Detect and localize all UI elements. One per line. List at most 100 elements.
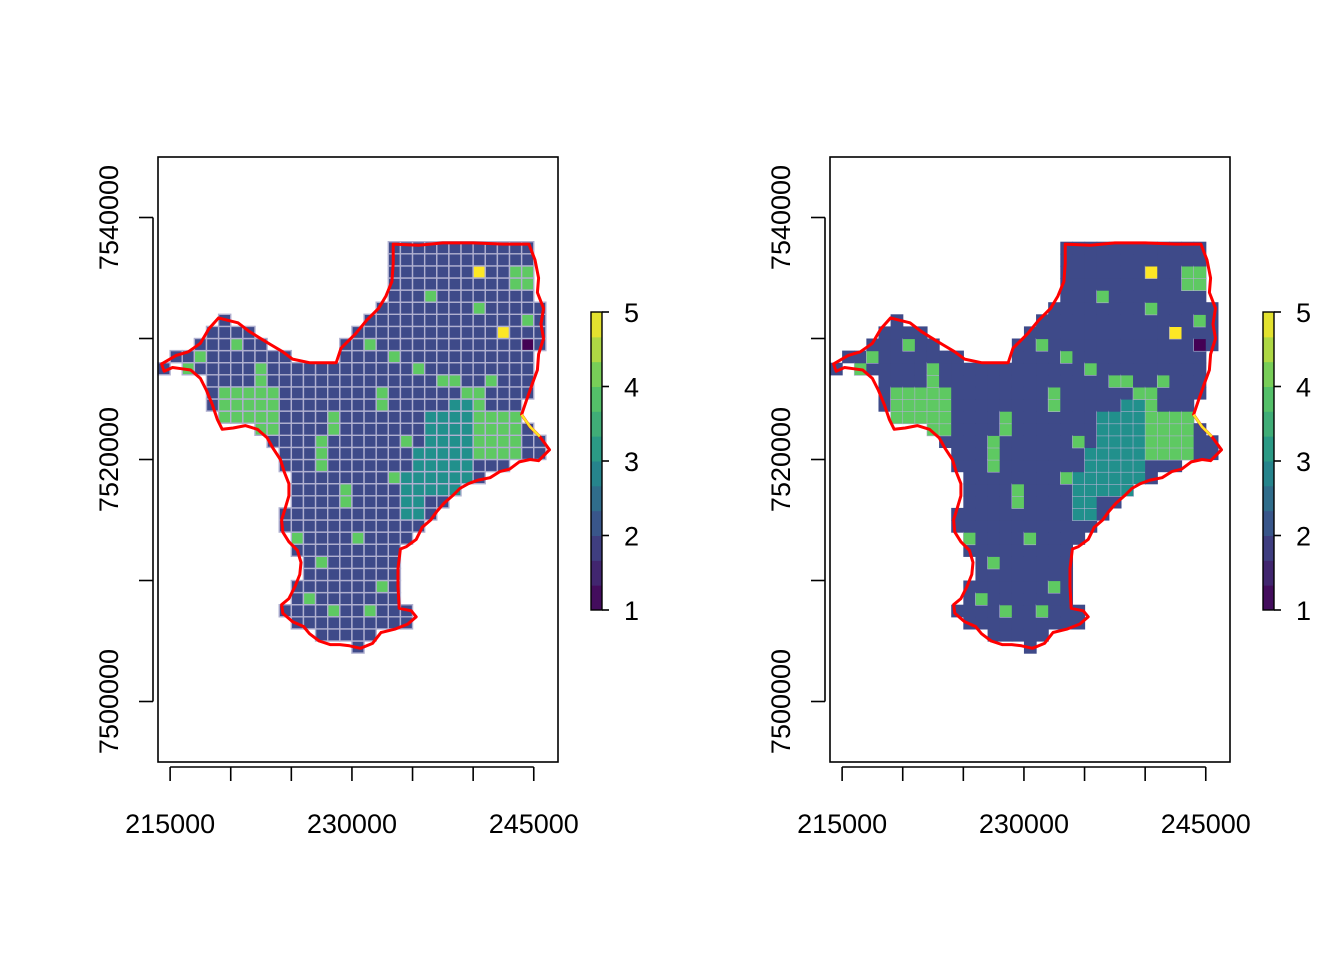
raster-cell: [1060, 314, 1074, 327]
raster-cell: [1072, 532, 1086, 545]
raster-cell: [999, 459, 1013, 473]
raster-cell: [496, 277, 511, 291]
raster-cell: [1193, 447, 1207, 461]
raster-cell: [1084, 362, 1098, 376]
raster-cell: [1157, 314, 1170, 327]
raster-cell: [508, 265, 523, 279]
legend-tick-label: 5: [624, 298, 639, 328]
raster-cell: [302, 555, 317, 570]
raster-cell: [1036, 471, 1049, 485]
raster-cell: [278, 446, 293, 461]
raster-cell: [448, 277, 462, 291]
raster-cell: [302, 362, 317, 376]
raster-cell: [987, 580, 1001, 594]
raster-cell: [1169, 278, 1183, 291]
raster-cell: [436, 434, 450, 449]
raster-cell: [375, 422, 389, 437]
raster-cell: [975, 495, 989, 509]
raster-cell: [1023, 338, 1037, 352]
raster-cell: [1096, 386, 1110, 400]
raster-cell: [290, 434, 305, 449]
raster-cell: [926, 398, 940, 412]
raster-cell: [1072, 374, 1086, 388]
raster-cell: [1157, 290, 1170, 303]
raster-cell: [314, 555, 329, 570]
raster-cell: [302, 495, 317, 509]
raster-cell: [1157, 338, 1170, 352]
raster-cell: [339, 483, 353, 497]
raster-cell: [205, 337, 220, 352]
raster-cell: [999, 435, 1013, 448]
raster-cell: [387, 386, 402, 400]
raster-cell: [975, 471, 989, 485]
raster-cell: [1011, 435, 1025, 448]
raster-cell: [1108, 253, 1122, 267]
raster-cell: [1156, 434, 1171, 449]
raster-cell: [520, 325, 535, 340]
legend-tick-label: 5: [1296, 298, 1311, 328]
raster-cell: [975, 386, 989, 400]
raster-cell: [1096, 374, 1110, 388]
raster-cell: [975, 520, 989, 533]
raster-cell: [448, 386, 462, 400]
raster-cell: [363, 374, 377, 388]
raster-cell: [1108, 338, 1122, 352]
raster-cell: [411, 458, 426, 473]
raster-cell: [1205, 435, 1219, 448]
raster-cell: [999, 628, 1013, 642]
raster-cell: [1084, 314, 1098, 327]
raster-cell: [520, 313, 535, 328]
raster-cell: [1048, 604, 1061, 618]
raster-cell: [496, 289, 511, 303]
raster-cell: [1036, 568, 1049, 582]
raster-cell: [254, 410, 268, 424]
raster-cell: [266, 349, 280, 364]
raster-cell: [472, 362, 486, 376]
raster-cell: [902, 386, 916, 400]
raster-cell: [963, 411, 977, 424]
raster-cell: [496, 374, 511, 388]
raster-cells: [830, 241, 1219, 654]
raster-cell: [1120, 410, 1134, 425]
raster-cell: [217, 374, 232, 388]
x-tick-label: 215000: [797, 809, 887, 839]
raster-cell: [999, 592, 1013, 606]
raster-cell: [1072, 386, 1086, 400]
raster-cell: [1060, 326, 1074, 340]
raster-cell: [448, 301, 462, 316]
raster-cell: [1096, 289, 1110, 304]
raster-cell: [217, 349, 232, 364]
raster-cell: [327, 470, 341, 485]
raster-cell: [351, 579, 365, 594]
raster-cell: [1144, 410, 1159, 425]
raster-cell: [375, 313, 389, 328]
raster-cell: [278, 410, 293, 424]
raster-cell: [890, 374, 904, 388]
raster-cell: [963, 386, 977, 400]
raster-cell: [1048, 471, 1061, 485]
raster-cell: [987, 374, 1001, 388]
raster-cell: [1181, 302, 1195, 315]
raster-cell: [1060, 616, 1074, 630]
raster-cell: [351, 555, 365, 570]
raster-cell: [423, 470, 438, 485]
raster-cell: [1145, 290, 1158, 303]
raster-cell: [1156, 447, 1171, 461]
raster-cell: [448, 253, 462, 267]
raster-cell: [399, 446, 414, 461]
raster-cell: [411, 265, 426, 279]
raster-cell: [484, 349, 499, 364]
raster-cell: [939, 362, 952, 376]
raster-cell: [399, 253, 414, 267]
raster-cell: [327, 422, 341, 437]
raster-cell: [914, 362, 928, 376]
raster-cell: [1181, 277, 1195, 291]
raster-cell: [448, 349, 462, 364]
raster-cell: [1072, 326, 1086, 340]
raster-cell: [963, 423, 977, 436]
raster-cell: [436, 374, 450, 388]
raster-cell: [327, 446, 341, 461]
raster-cell: [436, 410, 450, 424]
raster-cell: [302, 374, 317, 388]
